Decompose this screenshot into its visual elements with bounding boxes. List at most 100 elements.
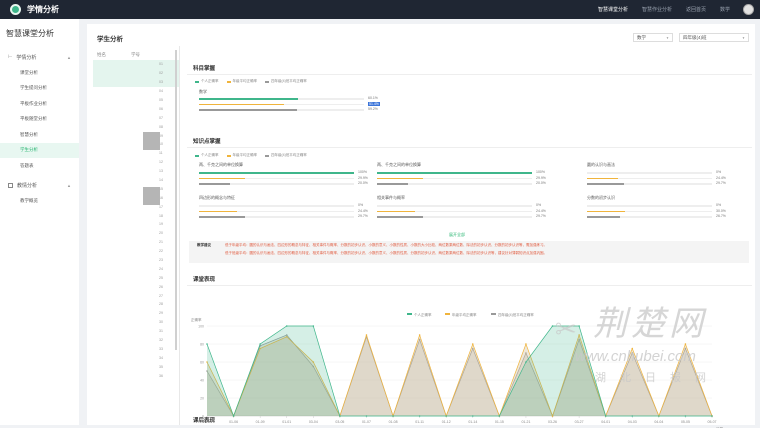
- student-number: 36: [159, 373, 163, 378]
- table-row[interactable]: 30: [93, 318, 179, 327]
- progress-value: 0%: [716, 170, 722, 174]
- data-point: [525, 361, 527, 363]
- sidebar-item-student[interactable]: 学生分析: [0, 142, 79, 158]
- top-nav-classroom[interactable]: 智慧课堂分析: [597, 7, 628, 13]
- scrollbar[interactable]: [175, 50, 177, 350]
- table-row[interactable]: 14: [93, 176, 179, 185]
- table-row[interactable]: 02: [93, 68, 179, 78]
- table-row[interactable]: 05: [93, 96, 179, 105]
- subject-select[interactable]: 数学 ▼: [633, 33, 673, 42]
- table-row[interactable]: 27: [93, 291, 179, 300]
- progress-bar-row: 20.0%: [199, 181, 369, 187]
- student-list: 姓名 学号 01 02 03 04 05 06 07 08 09 10 11 12 13 14 15 16 17…: [93, 50, 179, 425]
- student-number: 31: [159, 329, 163, 334]
- expand-all-link[interactable]: 展开全部: [449, 232, 465, 237]
- table-row[interactable]: 32: [93, 336, 179, 345]
- table-row[interactable]: 12: [93, 158, 179, 167]
- progress-value: 100%: [358, 170, 367, 174]
- sidebar-item-homework[interactable]: 平板作业分析: [20, 100, 47, 106]
- table-row[interactable]: 34: [93, 353, 179, 362]
- table-row[interactable]: 19: [93, 220, 179, 229]
- x-tick-label: 01-14: [468, 420, 477, 424]
- table-row[interactable]: 17: [93, 202, 179, 211]
- table-row[interactable]: 08: [93, 122, 179, 131]
- data-point: [312, 365, 315, 368]
- top-nav-subject[interactable]: 数学: [719, 7, 730, 13]
- subject-legend: 个人正确率 年级平均正确率 四年级(4)班平均正确率: [195, 79, 307, 84]
- table-row[interactable]: 35: [93, 362, 179, 371]
- table-row[interactable]: 20: [93, 229, 179, 238]
- knowledge-item: 四边形的概念与特征 0% 24.4% 29.7%: [199, 195, 369, 220]
- sidebar-item-questions[interactable]: 学生提问分析: [20, 85, 47, 91]
- knowledge-item-label: 圆的认识与画法: [587, 162, 615, 167]
- table-row[interactable]: 23: [93, 256, 179, 265]
- data-point: [339, 415, 341, 417]
- sidebar-group-teaching[interactable]: 教情分析 ▲: [0, 178, 79, 194]
- progress-bar-row: 29.9%: [199, 176, 369, 182]
- table-row[interactable]: 24: [93, 264, 179, 273]
- data-point: [206, 361, 208, 363]
- chevron-down-icon: ▼: [742, 35, 745, 40]
- table-row[interactable]: 18: [93, 211, 179, 220]
- progress-track: [199, 205, 354, 207]
- top-nav-homework[interactable]: 智慧作业分析: [641, 7, 672, 13]
- sidebar-item-overview[interactable]: 教学概览: [20, 198, 38, 204]
- table-row[interactable]: 21: [93, 238, 179, 247]
- table-row[interactable]: 28: [93, 300, 179, 309]
- table-row[interactable]: 29: [93, 309, 179, 318]
- progress-bar-row: 26.7%: [587, 214, 757, 220]
- table-row[interactable]: 07: [93, 113, 179, 122]
- progress-fill: [587, 210, 625, 213]
- sidebar-item-quiz[interactable]: 平板随堂分析: [20, 116, 47, 122]
- avatar[interactable]: [743, 4, 754, 15]
- table-row[interactable]: 36: [93, 371, 179, 380]
- classroom-section-title: 课堂表现: [193, 277, 216, 283]
- knowledge-item: 分数的初步认识 0% 30.0% 26.7%: [587, 195, 757, 220]
- table-row[interactable]: 22: [93, 247, 179, 256]
- progress-bar-row: 24.4%: [199, 209, 369, 215]
- progress-fill: [199, 109, 297, 111]
- app-logo-icon: [10, 4, 21, 15]
- table-row[interactable]: 10: [93, 140, 179, 149]
- table-row[interactable]: 26: [93, 282, 179, 291]
- table-row[interactable]: 01: [93, 60, 179, 69]
- progress-track: [587, 177, 712, 180]
- progress-fill: [199, 210, 237, 213]
- table-row[interactable]: 03: [93, 77, 179, 87]
- table-row[interactable]: 15: [93, 184, 179, 193]
- table-row[interactable]: 16: [93, 193, 179, 202]
- data-point: [206, 370, 208, 372]
- sidebar-group-learning[interactable]: ⊢ 学情分析 ▲: [0, 49, 79, 65]
- table-row[interactable]: 25: [93, 273, 179, 282]
- data-point: [684, 415, 687, 417]
- table-row[interactable]: 09: [93, 131, 179, 140]
- sidebar-item-answer-sheet[interactable]: 答题表: [20, 162, 34, 168]
- table-row[interactable]: 31: [93, 327, 179, 336]
- data-point: [392, 415, 394, 417]
- data-point: [525, 352, 527, 354]
- x-tick-label: 03-26: [548, 420, 557, 424]
- progress-fill: [377, 210, 415, 213]
- class-select[interactable]: 四年级(4)班 ▼: [679, 33, 749, 42]
- top-bar: 学情分析 智慧课堂分析 智慧作业分析 返回首页 数学: [0, 0, 760, 19]
- subject-bars: 60.1% 51.4% 59.2%: [199, 96, 380, 113]
- table-row[interactable]: 33: [93, 345, 179, 354]
- table-row[interactable]: 11: [93, 149, 179, 158]
- sidebar-title: 智慧课堂分析: [6, 29, 54, 38]
- sidebar-item-smart[interactable]: 智慧分析: [20, 131, 38, 137]
- knowledge-item-label: 两、千克之间的单位换算: [199, 162, 243, 167]
- x-tick-label: 05-07: [708, 420, 717, 424]
- student-number: 28: [159, 302, 163, 307]
- data-point: [525, 343, 527, 345]
- x-tick-label: 03-05: [335, 420, 344, 424]
- table-row[interactable]: 06: [93, 104, 179, 113]
- data-point: [631, 415, 634, 417]
- progress-value: 59.2%: [368, 107, 378, 112]
- sidebar-item-classroom[interactable]: 课堂分析: [20, 69, 38, 75]
- knowledge-item-bars: 100% 29.9% 20.0%: [199, 170, 369, 187]
- table-row[interactable]: 13: [93, 167, 179, 176]
- student-list-header: 姓名 学号: [93, 50, 179, 60]
- data-point: [206, 343, 208, 345]
- table-row[interactable]: 04: [93, 87, 179, 96]
- top-nav-home[interactable]: 返回首页: [685, 7, 706, 13]
